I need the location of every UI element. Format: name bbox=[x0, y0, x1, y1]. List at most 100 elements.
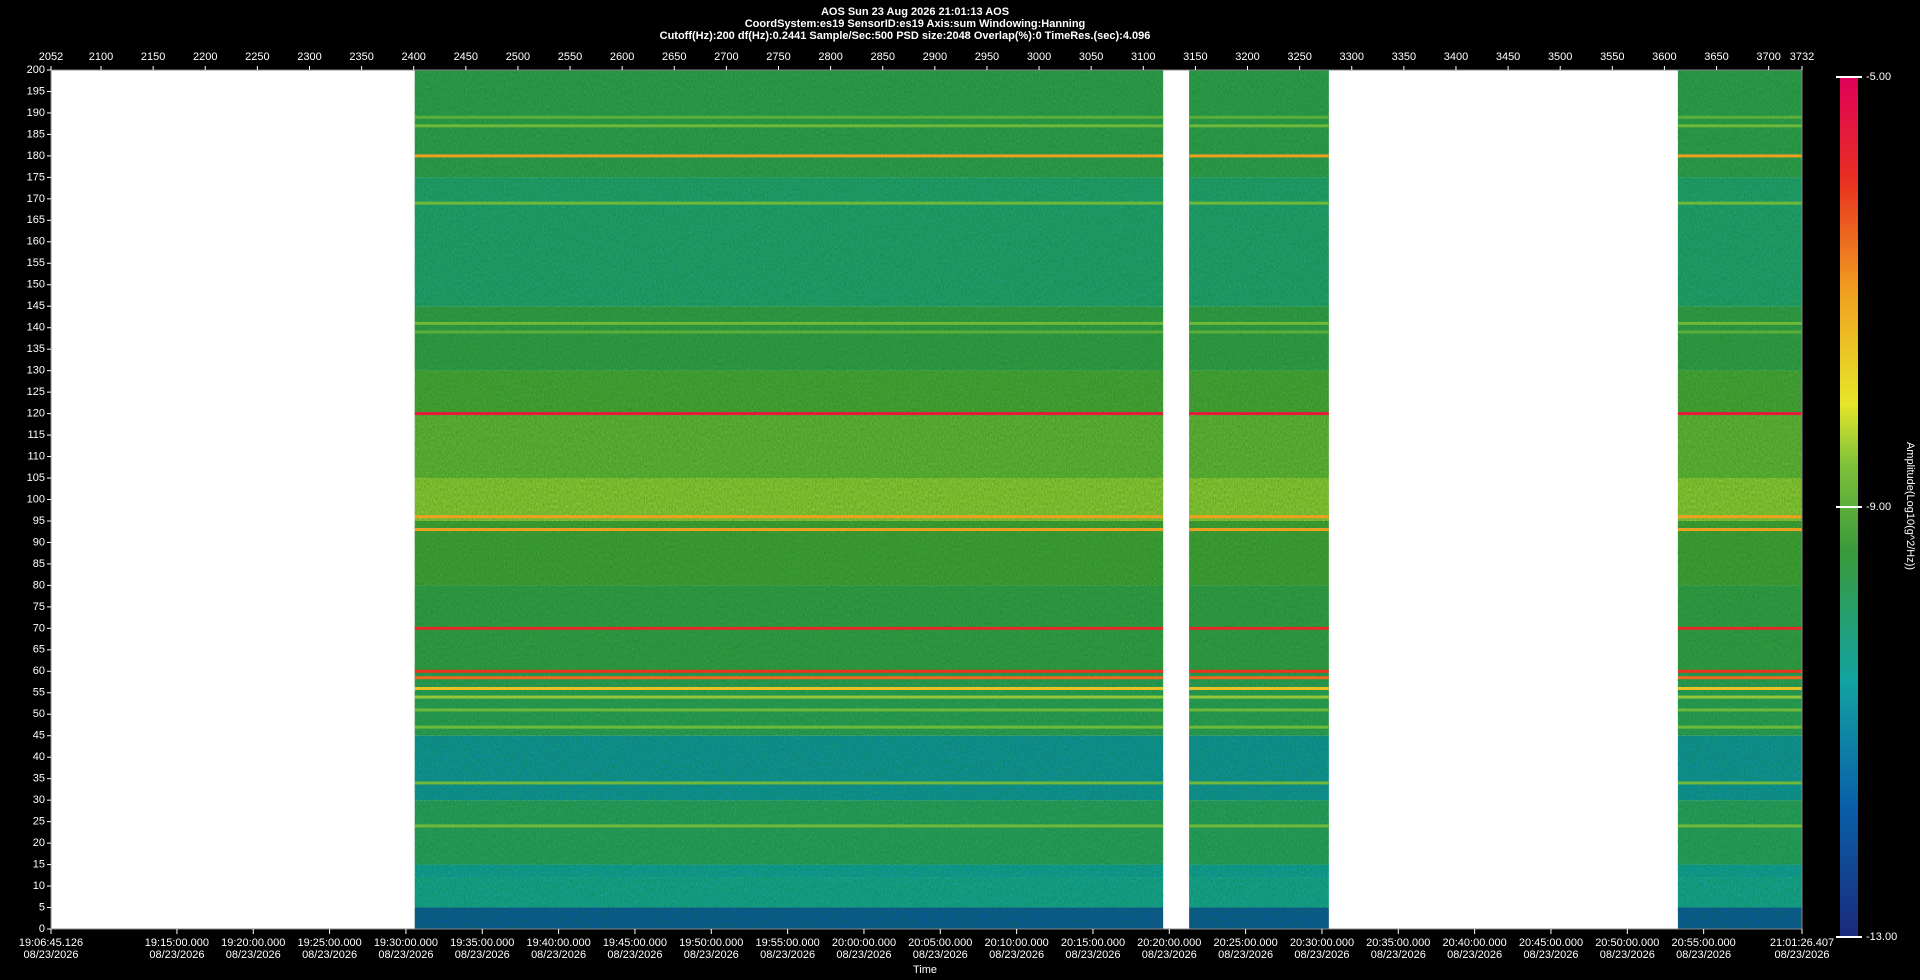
y-tick-label: 30 bbox=[33, 794, 45, 806]
x2-tick-label: 3650 bbox=[1704, 51, 1728, 63]
y-tick-label: 115 bbox=[27, 429, 45, 441]
segment bbox=[1189, 70, 1329, 929]
y-tick-label: 155 bbox=[27, 257, 45, 269]
spectral-line bbox=[414, 708, 1164, 712]
spectral-line bbox=[1677, 515, 1802, 519]
spectral-line bbox=[1189, 669, 1329, 673]
spectral-line bbox=[414, 330, 1164, 334]
x-tick-date: 08/23/2026 bbox=[1294, 949, 1349, 961]
spectral-line bbox=[1677, 708, 1802, 712]
spectral-line bbox=[1189, 686, 1329, 690]
x-tick-label: 20:20:00.000 bbox=[1137, 937, 1201, 949]
x-tick-date: 08/23/2026 bbox=[378, 949, 433, 961]
y-tick-label: 90 bbox=[33, 536, 45, 548]
y-tick-label: 170 bbox=[27, 193, 45, 205]
y-tick-label: 45 bbox=[33, 730, 45, 742]
x2-tick-label: 2700 bbox=[714, 51, 738, 63]
y-tick-label: 180 bbox=[27, 150, 45, 162]
x-tick-label: 19:40:00.000 bbox=[526, 937, 590, 949]
spectral-line bbox=[414, 669, 1164, 673]
colorbar-tick-label: -13.00 bbox=[1866, 931, 1897, 943]
x-tick-date: 08/23/2026 bbox=[760, 949, 815, 961]
x2-tick-label: 3350 bbox=[1392, 51, 1416, 63]
x2-tick-label: 2100 bbox=[89, 51, 113, 63]
x2-tick-label: 2950 bbox=[975, 51, 999, 63]
x-tick-date: 08/23/2026 bbox=[836, 949, 891, 961]
x2-tick-label: 2250 bbox=[245, 51, 269, 63]
x2-tick-label: 2650 bbox=[662, 51, 686, 63]
noise bbox=[1189, 70, 1329, 929]
x-tick-date: 08/23/2026 bbox=[1371, 949, 1426, 961]
spectral-line bbox=[1677, 412, 1802, 416]
y-tick-label: 145 bbox=[27, 300, 45, 312]
spectral-line bbox=[414, 124, 1164, 128]
x2-tick-label: 2850 bbox=[870, 51, 894, 63]
subtitle: CoordSystem:es19 SensorID:es19 Axis:sum … bbox=[745, 18, 1086, 30]
y-tick-label: 75 bbox=[33, 601, 45, 613]
y-tick-label: 35 bbox=[33, 773, 45, 785]
y-tick-label: 20 bbox=[33, 837, 45, 849]
y-tick-label: 60 bbox=[33, 665, 45, 677]
spectral-line bbox=[1189, 115, 1329, 119]
y-tick-label: 110 bbox=[27, 450, 45, 462]
x-tick-date: 08/23/2026 bbox=[1523, 949, 1578, 961]
x-tick-date: 08/23/2026 bbox=[531, 949, 586, 961]
spectral-line bbox=[414, 528, 1164, 532]
x-tick-date: 08/23/2026 bbox=[1600, 949, 1655, 961]
spectral-line bbox=[1677, 686, 1802, 690]
spectral-line bbox=[1677, 781, 1802, 785]
x2-tick-label: 2750 bbox=[766, 51, 790, 63]
spectral-line bbox=[1677, 824, 1802, 828]
x-tick-label: 20:05:00.000 bbox=[908, 937, 972, 949]
y-tick-label: 85 bbox=[33, 558, 45, 570]
spectral-line bbox=[1677, 154, 1802, 158]
spectral-line bbox=[1189, 695, 1329, 699]
x2-tick-label: 3600 bbox=[1652, 51, 1676, 63]
x-axis-label: Time bbox=[913, 964, 937, 976]
y-tick-label: 120 bbox=[27, 408, 45, 420]
x2-tick-label: 3050 bbox=[1079, 51, 1103, 63]
y-tick-label: 10 bbox=[33, 880, 45, 892]
x-tick-label: 19:45:00.000 bbox=[603, 937, 667, 949]
x2-tick-label: 3732 bbox=[1790, 51, 1814, 63]
y-tick-label: 105 bbox=[27, 472, 45, 484]
y-tick-label: 140 bbox=[27, 322, 45, 334]
x2-tick-label: 2300 bbox=[297, 51, 321, 63]
spectral-line bbox=[1677, 669, 1802, 673]
spectral-line bbox=[414, 695, 1164, 699]
spectral-line bbox=[414, 412, 1164, 416]
y-tick-label: 195 bbox=[27, 85, 45, 97]
subtitle: Cutoff(Hz):200 df(Hz):0.2441 Sample/Sec:… bbox=[660, 30, 1151, 42]
spectral-line bbox=[1677, 115, 1802, 119]
x2-tick-label: 3150 bbox=[1183, 51, 1207, 63]
x2-tick-label: 2450 bbox=[454, 51, 478, 63]
x2-tick-label: 3450 bbox=[1496, 51, 1520, 63]
spectral-line bbox=[1189, 708, 1329, 712]
x2-tick-label: 3550 bbox=[1600, 51, 1624, 63]
x-tick-label: 20:40:00.000 bbox=[1443, 937, 1507, 949]
x-tick-label: 20:35:00.000 bbox=[1366, 937, 1430, 949]
x2-tick-label: 2200 bbox=[193, 51, 217, 63]
x2-tick-label: 2600 bbox=[610, 51, 634, 63]
spectral-line bbox=[414, 725, 1164, 729]
x2-tick-label: 3250 bbox=[1287, 51, 1311, 63]
x-tick-date: 08/23/2026 bbox=[1676, 949, 1731, 961]
spectral-line bbox=[1189, 725, 1329, 729]
spectral-line bbox=[1189, 515, 1329, 519]
y-tick-label: 40 bbox=[33, 751, 45, 763]
y-tick-label: 80 bbox=[33, 579, 45, 591]
x2-tick-label: 3300 bbox=[1340, 51, 1364, 63]
y-tick-label: 15 bbox=[33, 858, 45, 870]
x-tick-date: 08/23/2026 bbox=[226, 949, 281, 961]
x-tick-date: 08/23/2026 bbox=[1065, 949, 1120, 961]
x2-tick-label: 3500 bbox=[1548, 51, 1572, 63]
spectral-line bbox=[1677, 330, 1802, 334]
spectral-line bbox=[1677, 725, 1802, 729]
x-tick-label: 19:06:45.126 bbox=[19, 937, 83, 949]
x-tick-label: 19:20:00.000 bbox=[221, 937, 285, 949]
spectral-line bbox=[1189, 528, 1329, 532]
x-tick-label: 20:15:00.000 bbox=[1061, 937, 1125, 949]
colorbar-tick-label: -9.00 bbox=[1866, 501, 1891, 513]
x-tick-label: 19:30:00.000 bbox=[374, 937, 438, 949]
